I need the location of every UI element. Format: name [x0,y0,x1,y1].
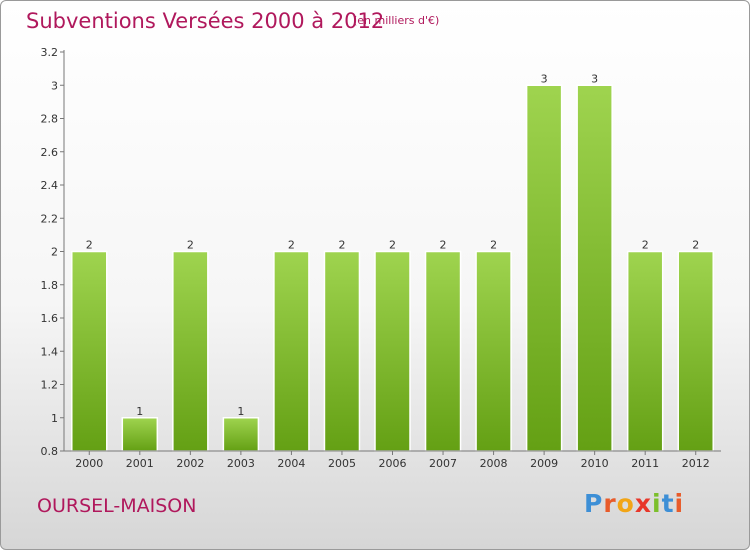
x-tick-label: 2006 [379,457,407,470]
bar-value-label: 2 [642,239,649,252]
bar [475,250,512,452]
bar [273,250,310,452]
y-axis: 0.8 1 1.2 1.4 1.6 1.8 2 2.2 2.4 2.6 2.8 3 3.2 [41,46,65,458]
y-tick-label: 2.2 [41,212,59,225]
y-tick-label: 2.6 [41,146,59,159]
bar-value-label: 2 [187,239,194,252]
bar [374,250,411,452]
bar [525,84,563,452]
y-tick-label: 1.6 [41,312,59,325]
bar [323,250,361,452]
chart-title: Subventions Versées 2000 à 2012 [26,9,385,33]
y-tick-label: 0.8 [41,445,59,458]
proxiti-logo[interactable]: Proxiti [584,489,684,518]
bar-value-label: 3 [541,72,548,85]
y-tick-label: 1 [51,412,58,425]
x-tick-label: 2010 [581,457,609,470]
x-tick-label: 2004 [277,457,305,470]
bar [172,250,209,452]
bar [424,250,462,452]
x-tick-label: 2002 [176,457,204,470]
y-tick-label: 1.2 [41,379,59,392]
bar [71,250,108,452]
bar-value-label: 2 [338,239,345,252]
bar [677,250,714,452]
logo-letter: o [616,489,635,518]
x-axis: 2000 2001 2002 2003 2004 2005 2006 2007 2008 2009… [64,450,721,470]
y-tick-label: 3 [51,79,58,92]
logo-letter: i [674,489,685,518]
bar-value-label: 2 [288,239,295,252]
y-tick-label: 2.4 [41,179,59,192]
bar [576,84,613,452]
logo-letter: x [634,489,652,518]
bar-value-label: 1 [237,405,244,418]
bar [222,417,260,452]
bar [121,417,159,452]
x-tick-label: 2009 [530,457,558,470]
unit-note: (en milliers d'€) [353,14,440,27]
logo-letter: r [603,489,617,518]
x-tick-label: 2001 [126,457,154,470]
logo-letter: i [652,489,662,518]
data-labels: 2 1 2 1 2 2 2 2 2 3 3 2 2 [86,72,699,418]
bar-value-label: 2 [692,239,699,252]
bar-value-label: 2 [490,239,497,252]
bar-value-label: 3 [591,72,598,85]
y-tick-label: 3.2 [41,46,59,59]
x-tick-label: 2008 [480,457,508,470]
commune-name: OURSEL-MAISON [37,495,197,517]
x-tick-label: 2007 [429,457,457,470]
y-tick-label: 2.8 [41,113,59,126]
x-tick-label: 2012 [682,457,710,470]
bar-value-label: 2 [440,239,447,252]
bar-value-label: 1 [136,405,143,418]
bar [626,250,664,452]
y-tick-label: 1.4 [41,345,59,358]
x-tick-label: 2003 [227,457,255,470]
x-tick-label: 2000 [75,457,103,470]
bar-value-label: 2 [389,239,396,252]
bar-value-label: 2 [86,239,93,252]
y-tick-label: 1.8 [41,279,59,292]
x-tick-label: 2011 [631,457,659,470]
logo-letter: P [584,489,604,518]
y-tick-label: 2 [51,246,58,259]
bars [71,84,714,452]
logo-letter: t [661,489,675,518]
x-tick-label: 2005 [328,457,356,470]
